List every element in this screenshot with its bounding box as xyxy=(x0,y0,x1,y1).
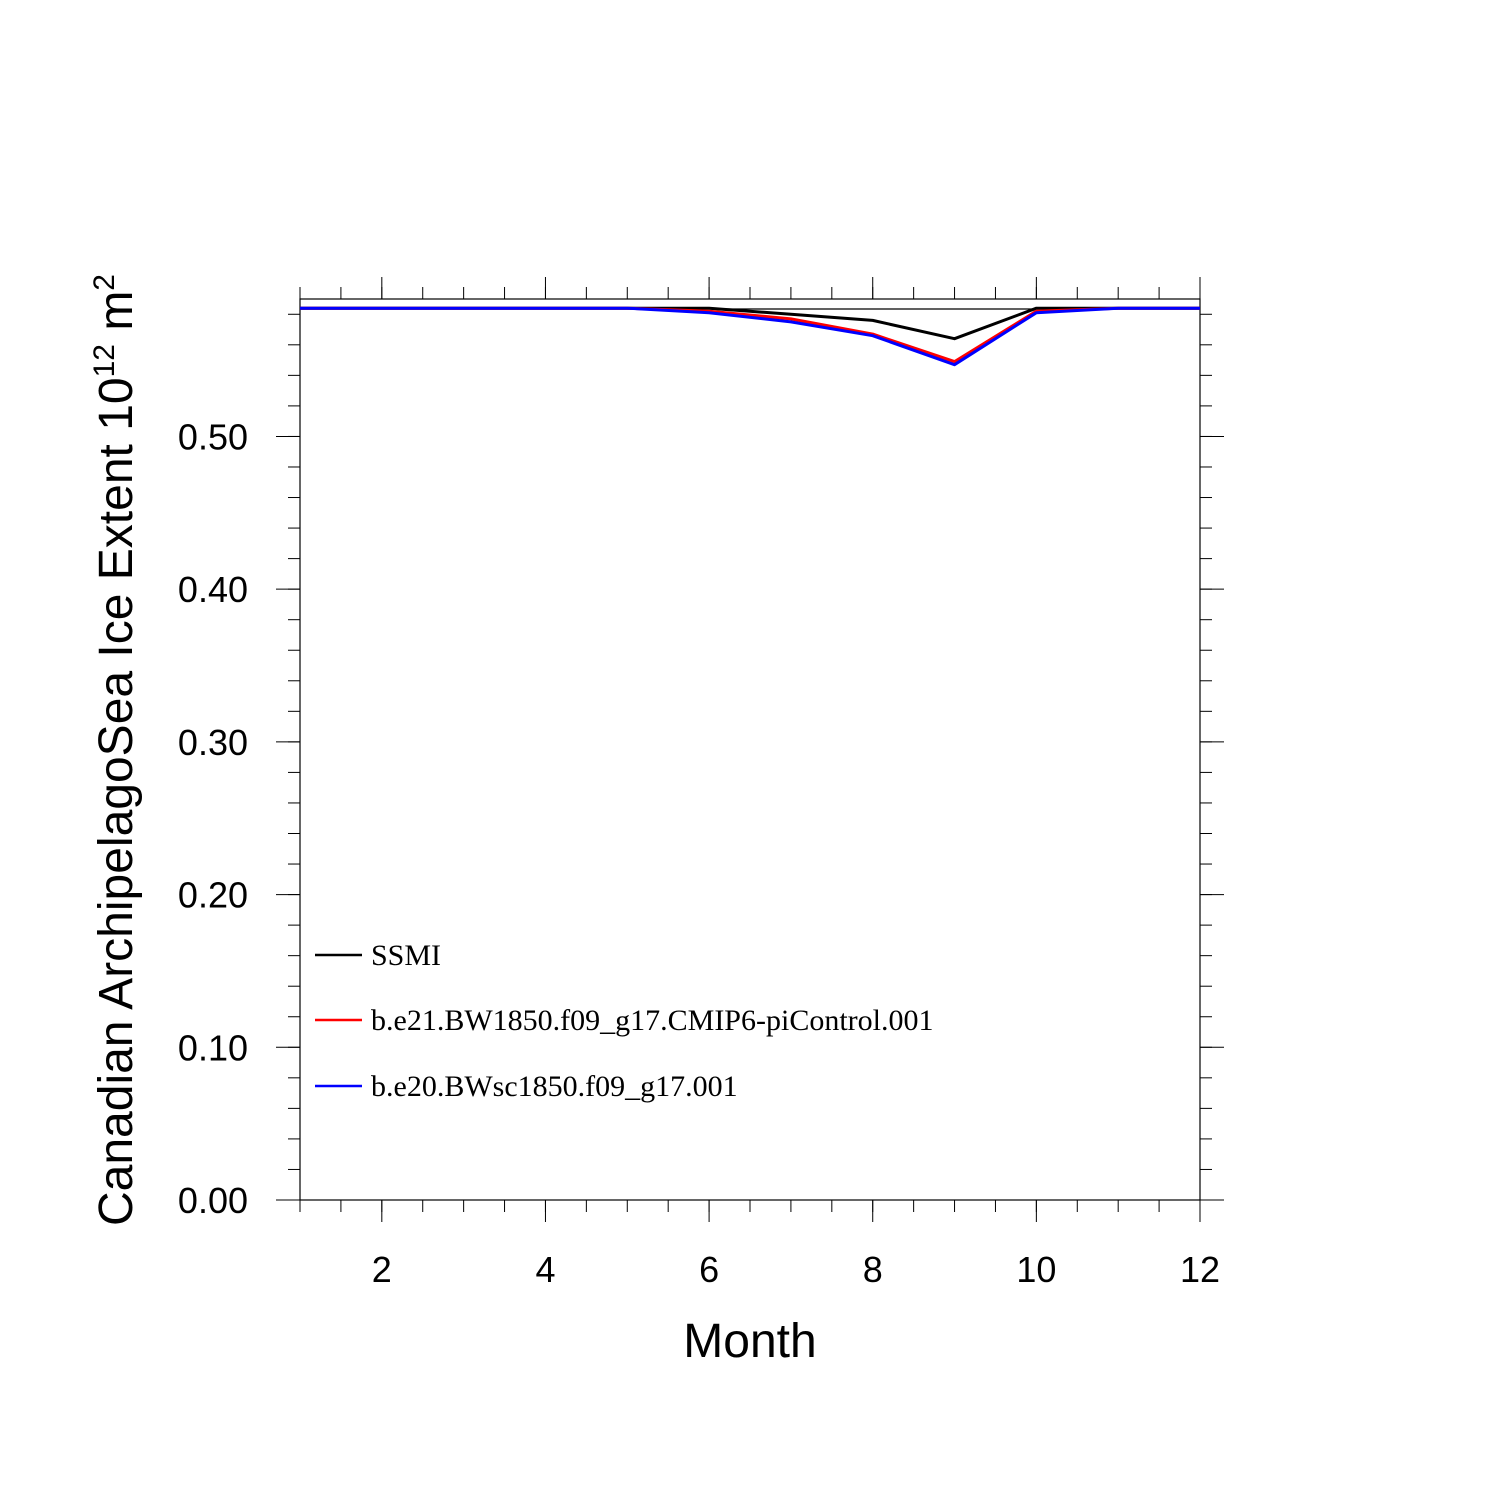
x-tick-label: 6 xyxy=(699,1249,719,1290)
y-axis-title: Canadian ArchipelagoSea Ice Extent 1012 … xyxy=(88,274,143,1226)
x-tick-label: 12 xyxy=(1180,1249,1220,1290)
y-tick-label: 0.40 xyxy=(178,569,248,610)
x-tick-label: 8 xyxy=(863,1249,883,1290)
x-tick-label: 4 xyxy=(535,1249,555,1290)
y-axis-title-unit: m xyxy=(90,291,143,344)
legend: SSMI b.e21.BW1850.f09_g17.CMIP6-piControl… xyxy=(315,939,934,1103)
x-axis-title: Month xyxy=(683,1315,816,1368)
tick-labels: 2 4 6 8 10 12 0.00 0.10 0.20 0.30 0.40 0.50 xyxy=(178,416,1220,1290)
x-tick-label: 2 xyxy=(372,1249,392,1290)
legend-label-3: b.e20.BWsc1850.f09_g17.001 xyxy=(371,1070,738,1103)
series-line-1 xyxy=(300,306,1200,341)
major-ticks xyxy=(276,277,1224,1222)
plot-frame xyxy=(299,298,1201,1201)
y-tick-label: 0.10 xyxy=(178,1027,248,1068)
legend-label-1: SSMI xyxy=(371,939,441,972)
series-lines xyxy=(300,306,1200,367)
y-tick-label: 0.50 xyxy=(178,416,248,457)
y-axis-title-exponent: 12 xyxy=(88,344,121,377)
series-line-3 xyxy=(300,306,1200,367)
y-tick-label: 0.30 xyxy=(178,722,248,763)
x-tick-label: 10 xyxy=(1016,1249,1056,1290)
y-tick-label: 0.00 xyxy=(178,1180,248,1221)
y-axis-title-unit-exponent: 2 xyxy=(88,274,121,291)
legend-label-2: b.e21.BW1850.f09_g17.CMIP6-piControl.001 xyxy=(371,1004,934,1037)
y-tick-label: 0.20 xyxy=(178,875,248,916)
y-axis-title-main: Canadian ArchipelagoSea Ice Extent 10 xyxy=(90,377,143,1226)
